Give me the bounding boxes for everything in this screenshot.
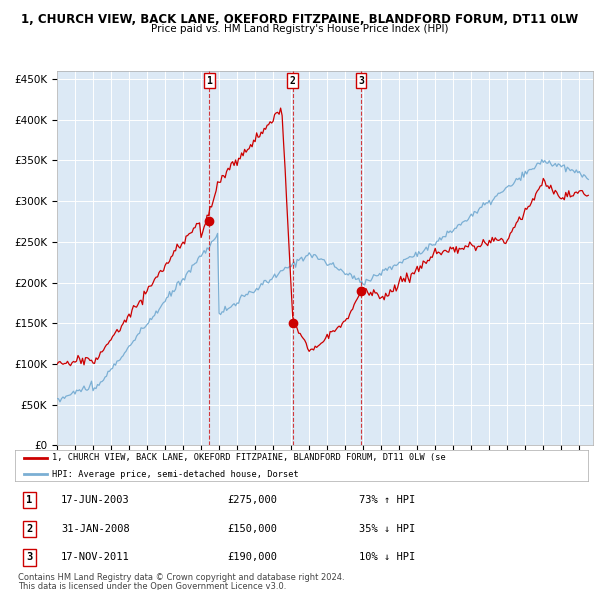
Text: 2: 2 — [290, 76, 296, 86]
Text: 3: 3 — [26, 552, 32, 562]
Text: 31-JAN-2008: 31-JAN-2008 — [61, 524, 130, 533]
Text: 1, CHURCH VIEW, BACK LANE, OKEFORD FITZPAINE, BLANDFORD FORUM, DT11 0LW (se: 1, CHURCH VIEW, BACK LANE, OKEFORD FITZP… — [52, 453, 446, 463]
Text: This data is licensed under the Open Government Licence v3.0.: This data is licensed under the Open Gov… — [18, 582, 286, 590]
Text: 2: 2 — [26, 524, 32, 533]
Text: 1: 1 — [26, 495, 32, 505]
Text: 3: 3 — [358, 76, 364, 86]
Text: 1: 1 — [206, 76, 212, 86]
Text: £150,000: £150,000 — [227, 524, 277, 533]
Text: 17-NOV-2011: 17-NOV-2011 — [61, 552, 130, 562]
Text: Contains HM Land Registry data © Crown copyright and database right 2024.: Contains HM Land Registry data © Crown c… — [18, 573, 344, 582]
Text: £190,000: £190,000 — [227, 552, 277, 562]
Text: 73% ↑ HPI: 73% ↑ HPI — [359, 495, 415, 505]
Text: HPI: Average price, semi-detached house, Dorset: HPI: Average price, semi-detached house,… — [52, 470, 299, 478]
Text: 1, CHURCH VIEW, BACK LANE, OKEFORD FITZPAINE, BLANDFORD FORUM, DT11 0LW: 1, CHURCH VIEW, BACK LANE, OKEFORD FITZP… — [22, 13, 578, 26]
Text: 35% ↓ HPI: 35% ↓ HPI — [359, 524, 415, 533]
Text: 17-JUN-2003: 17-JUN-2003 — [61, 495, 130, 505]
Text: 10% ↓ HPI: 10% ↓ HPI — [359, 552, 415, 562]
Text: Price paid vs. HM Land Registry's House Price Index (HPI): Price paid vs. HM Land Registry's House … — [151, 24, 449, 34]
Text: £275,000: £275,000 — [227, 495, 277, 505]
